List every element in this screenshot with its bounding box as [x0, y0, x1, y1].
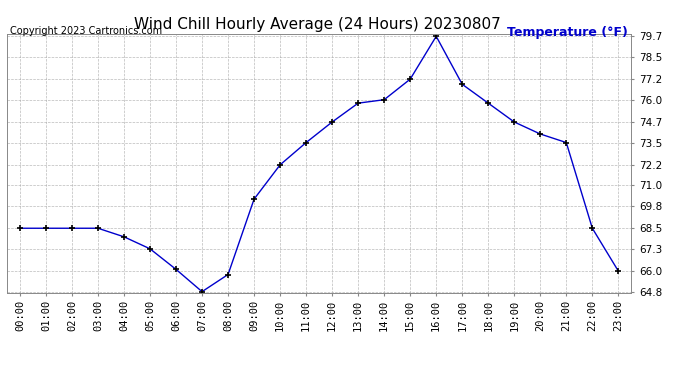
Text: Copyright 2023 Cartronics.com: Copyright 2023 Cartronics.com	[10, 26, 162, 36]
Text: Temperature (°F): Temperature (°F)	[507, 26, 628, 39]
Text: Wind Chill Hourly Average (24 Hours) 20230807: Wind Chill Hourly Average (24 Hours) 202…	[134, 17, 501, 32]
